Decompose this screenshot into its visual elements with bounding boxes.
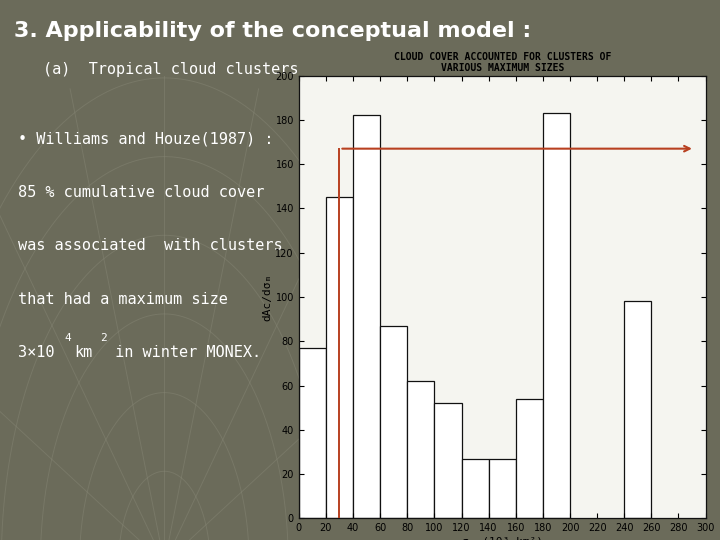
Bar bbox=[326, 197, 353, 518]
Title: CLOUD COVER ACCOUNTED FOR CLUSTERS OF
VARIOUS MAXIMUM SIZES: CLOUD COVER ACCOUNTED FOR CLUSTERS OF VA… bbox=[394, 52, 611, 73]
Text: (a)  Tropical cloud clusters: (a) Tropical cloud clusters bbox=[43, 62, 299, 77]
Text: that had a maximum size: that had a maximum size bbox=[18, 292, 228, 307]
Bar bbox=[462, 458, 489, 518]
Text: km: km bbox=[75, 345, 93, 360]
Text: 2: 2 bbox=[100, 333, 107, 343]
Text: 3. Applicability of the conceptual model :: 3. Applicability of the conceptual model… bbox=[14, 21, 531, 41]
Bar bbox=[353, 116, 380, 518]
Bar bbox=[380, 326, 408, 518]
Bar bbox=[624, 301, 652, 518]
X-axis label: σₘ (10³ km²): σₘ (10³ km²) bbox=[462, 536, 543, 540]
Bar bbox=[434, 403, 462, 518]
Y-axis label: dAc/dσₘ: dAc/dσₘ bbox=[263, 273, 273, 321]
Bar bbox=[408, 381, 434, 518]
Text: 3×10: 3×10 bbox=[18, 345, 55, 360]
Text: in winter MONEX.: in winter MONEX. bbox=[106, 345, 261, 360]
Text: • Williams and Houze(1987) :: • Williams and Houze(1987) : bbox=[18, 131, 274, 146]
Text: 85 % cumulative cloud cover: 85 % cumulative cloud cover bbox=[18, 185, 264, 200]
Bar bbox=[489, 458, 516, 518]
Bar bbox=[543, 113, 570, 518]
Bar bbox=[299, 348, 326, 518]
Bar bbox=[516, 399, 543, 518]
Text: was associated  with clusters: was associated with clusters bbox=[18, 238, 282, 253]
Text: 4: 4 bbox=[64, 333, 71, 343]
